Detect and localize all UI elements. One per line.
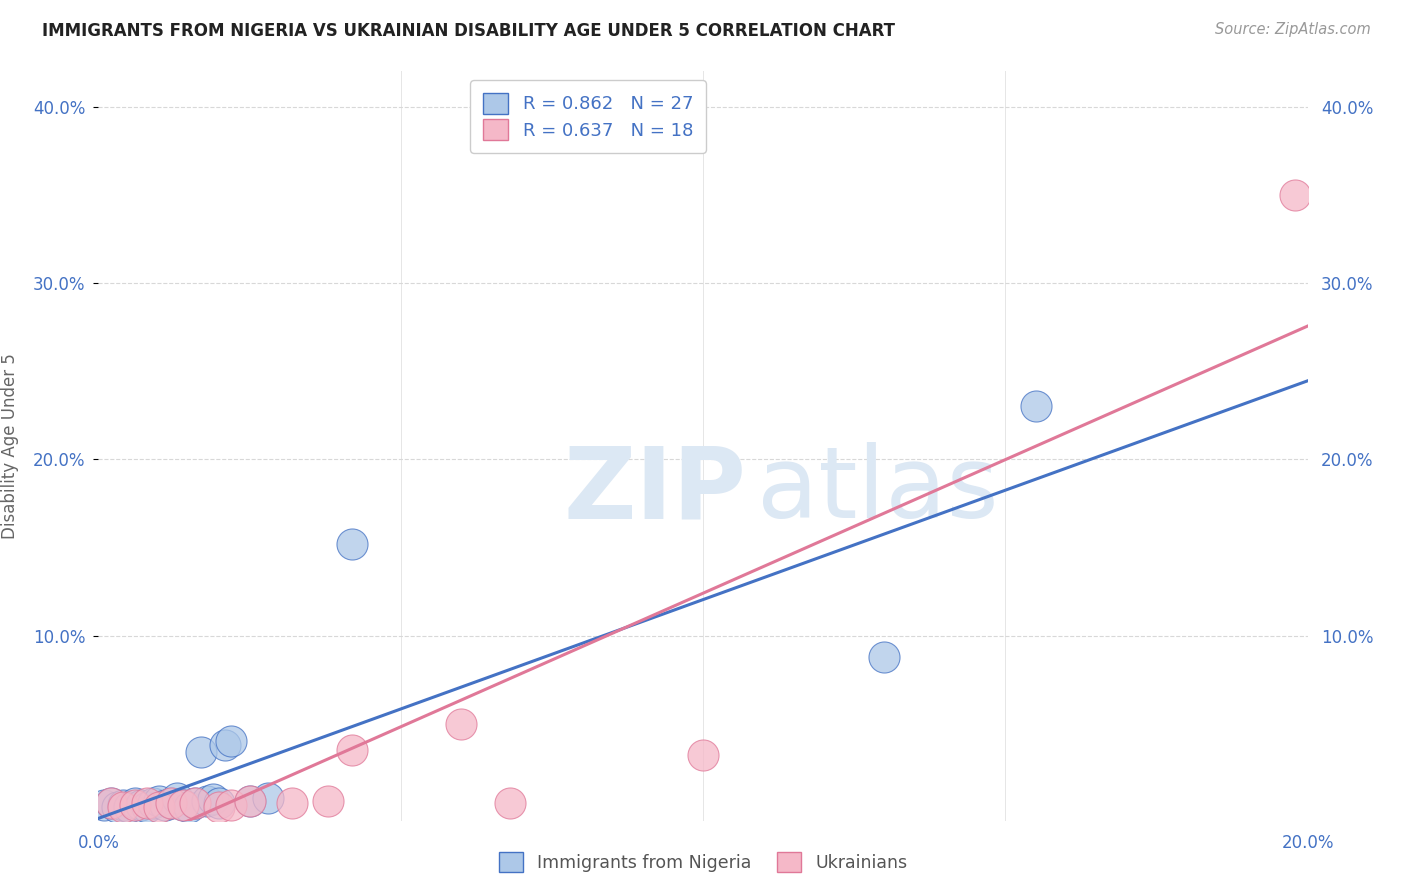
Point <box>281 796 304 810</box>
Point <box>873 649 896 664</box>
Point <box>221 734 243 748</box>
Point <box>1284 187 1306 202</box>
Point <box>316 794 339 808</box>
Point <box>190 745 212 759</box>
Point <box>105 799 128 814</box>
Point <box>239 794 262 808</box>
Point <box>148 794 170 808</box>
Y-axis label: Disability Age Under 5: Disability Age Under 5 <box>1 353 18 539</box>
Text: ZIP: ZIP <box>564 442 747 540</box>
Point <box>100 796 122 810</box>
Point <box>118 799 141 814</box>
Point <box>124 797 146 812</box>
Point <box>1024 400 1046 414</box>
Legend: Immigrants from Nigeria, Ukrainians: Immigrants from Nigeria, Ukrainians <box>492 845 914 879</box>
Point <box>148 799 170 814</box>
Point <box>179 799 201 814</box>
Point <box>692 748 714 763</box>
Legend: R = 0.862   N = 27, R = 0.637   N = 18: R = 0.862 N = 27, R = 0.637 N = 18 <box>470 80 706 153</box>
Point <box>208 796 231 810</box>
Point <box>135 799 157 814</box>
Point <box>184 796 207 810</box>
Point <box>208 799 231 814</box>
Point <box>342 537 364 551</box>
Point <box>195 794 218 808</box>
Point <box>124 796 146 810</box>
Point <box>450 716 472 731</box>
Text: atlas: atlas <box>758 442 1000 540</box>
Point <box>172 797 194 812</box>
Point <box>498 796 520 810</box>
Point <box>166 790 188 805</box>
Point <box>111 799 134 814</box>
Text: Source: ZipAtlas.com: Source: ZipAtlas.com <box>1215 22 1371 37</box>
Point <box>214 738 236 752</box>
Point <box>160 796 183 810</box>
Point <box>135 796 157 810</box>
Text: IMMIGRANTS FROM NIGERIA VS UKRAINIAN DISABILITY AGE UNDER 5 CORRELATION CHART: IMMIGRANTS FROM NIGERIA VS UKRAINIAN DIS… <box>42 22 896 40</box>
Point <box>153 797 176 812</box>
Point <box>160 796 183 810</box>
Point <box>93 797 115 812</box>
Point <box>172 797 194 812</box>
Point <box>342 743 364 757</box>
Point <box>239 794 262 808</box>
Point <box>129 797 152 812</box>
Point <box>142 796 165 810</box>
Point <box>100 796 122 810</box>
Point <box>111 797 134 812</box>
Point <box>221 797 243 812</box>
Point <box>184 796 207 810</box>
Point <box>202 792 225 806</box>
Point <box>256 790 278 805</box>
